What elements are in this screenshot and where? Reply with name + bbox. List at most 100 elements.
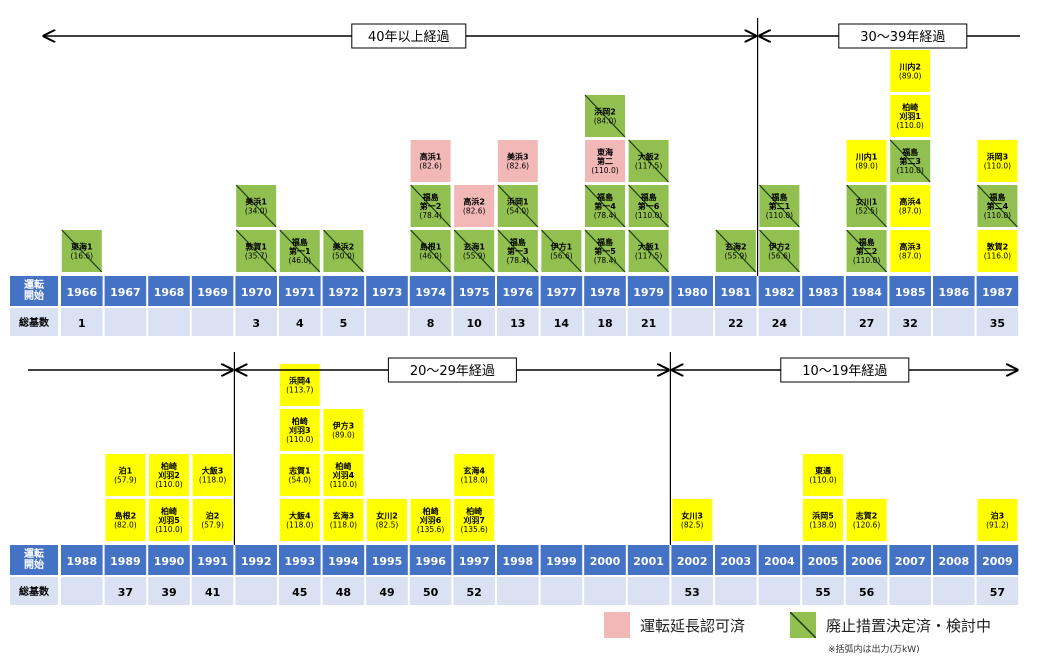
total-cell — [322, 308, 365, 336]
plant-name: 大飯2 — [638, 152, 660, 162]
year-cell — [61, 545, 103, 575]
plant-box-bg — [890, 50, 931, 92]
plant-name: 大飯3 — [202, 466, 224, 476]
plant-box: 女川1(52.5) — [846, 184, 888, 228]
decommission-slash — [758, 184, 800, 228]
plant-name: 第二4 — [987, 201, 1009, 211]
plant-output: (78.4) — [507, 256, 530, 265]
plant-name: 島根1 — [420, 242, 442, 252]
year-label: 2009 — [982, 555, 1013, 568]
year-label: 1967 — [110, 286, 141, 299]
decommission-slash — [715, 229, 757, 273]
total-cell — [366, 577, 408, 605]
period-label-box — [838, 23, 968, 49]
year-cell — [758, 545, 801, 575]
plant-output: (87.0) — [899, 207, 922, 216]
plant-name: 泊3 — [991, 511, 1005, 521]
plant-name: 第一1 — [289, 246, 311, 256]
legend-label-licensed: 運転延長認可済 — [640, 616, 746, 635]
plant-output: (57.9) — [114, 476, 137, 485]
plant-output: (82.5) — [681, 521, 704, 530]
total-cell — [845, 577, 888, 605]
year-label: 1993 — [284, 555, 315, 568]
plant-box: 浜岡1(54.0) — [497, 184, 539, 228]
total-label: 57 — [990, 586, 1005, 599]
plant-output: (120.6) — [853, 521, 880, 530]
plant-box-bg — [846, 499, 887, 541]
total-label: 13 — [510, 317, 525, 330]
plant-box-bg — [497, 140, 538, 182]
total-cell — [453, 308, 495, 336]
total-label: 4 — [296, 317, 304, 330]
plant-box: 玄海2(55.9) — [715, 229, 757, 273]
plant-name: 伊方2 — [768, 242, 791, 252]
plant-name: 第一3 — [507, 246, 529, 256]
plant-name: 浜岡2 — [594, 107, 616, 117]
plant-name: 刈羽3 — [289, 425, 311, 435]
decommission-slash — [235, 229, 277, 273]
plant-name: 福島 — [596, 237, 613, 247]
plant-box-bg — [890, 95, 931, 137]
year-cell — [61, 276, 103, 306]
plant-output: (110.0) — [591, 166, 618, 175]
total-label: 22 — [728, 317, 743, 330]
year-cell — [366, 545, 408, 575]
plant-output: (89.0) — [855, 162, 878, 171]
plant-box: 島根1(46.0) — [410, 229, 452, 273]
total-label: 27 — [859, 317, 874, 330]
plant-box-bg — [803, 454, 843, 496]
year-cell — [758, 276, 801, 306]
plant-name: 美浜3 — [507, 152, 529, 162]
plant-box-bg — [977, 499, 1018, 541]
decommission-slash — [758, 229, 800, 273]
plant-box-bg — [846, 140, 887, 182]
total-label: 5 — [340, 317, 348, 330]
plant-output: (54.0) — [289, 476, 312, 485]
year-label: 1973 — [372, 286, 403, 299]
plant-box-bg — [279, 499, 320, 541]
legend: 運転延長認可済 廃止措置決定済・検討中 ※括弧内は出力(万kW) — [600, 612, 1030, 662]
plant-box: 女川3(82.5) — [672, 499, 713, 541]
plant-name: 柏崎 — [423, 506, 439, 516]
year-label: 1990 — [154, 555, 185, 568]
plant-name: 柏崎 — [902, 102, 918, 112]
plant-output: (55.9) — [463, 252, 486, 261]
plant-output: (135.6) — [417, 525, 444, 534]
year-label: 2004 — [764, 555, 795, 568]
plant-box: 敦賀1(35.7) — [235, 229, 277, 273]
plant-name: 玄海2 — [725, 242, 747, 252]
plant-box-bg — [367, 499, 407, 541]
total-cell — [540, 577, 583, 605]
total-cell — [845, 308, 888, 336]
year-cell — [104, 276, 147, 306]
plant-name: 東海1 — [71, 242, 93, 252]
plant-output: (118.0) — [330, 521, 357, 530]
year-cell — [497, 276, 539, 306]
plant-output: (50.0) — [332, 252, 355, 261]
plant-name: 川内1 — [855, 152, 878, 162]
row-label-total: 総基数 — [19, 316, 50, 329]
plant-name: 高浜1 — [420, 152, 442, 162]
decommission-slash — [453, 229, 495, 273]
plant-box: 高浜3(87.0) — [890, 230, 931, 272]
year-cell — [845, 545, 888, 575]
plant-output: (117.5) — [635, 252, 662, 261]
plant-box-bg — [803, 499, 843, 541]
year-cell — [453, 545, 495, 575]
plant-output: (56.6) — [768, 252, 791, 261]
year-label: 1975 — [459, 286, 490, 299]
plant-output: (113.7) — [286, 386, 313, 395]
plant-name: 東海 — [597, 147, 613, 157]
year-label: 1970 — [241, 286, 272, 299]
plant-name: 浜岡1 — [507, 197, 529, 207]
year-cell — [409, 276, 452, 306]
decommission-slash — [497, 184, 539, 228]
total-cell — [453, 577, 495, 605]
year-cell — [715, 276, 757, 306]
plant-box-bg — [977, 230, 1018, 272]
plant-box-bg — [672, 499, 713, 541]
plant-box-bg — [149, 499, 189, 541]
